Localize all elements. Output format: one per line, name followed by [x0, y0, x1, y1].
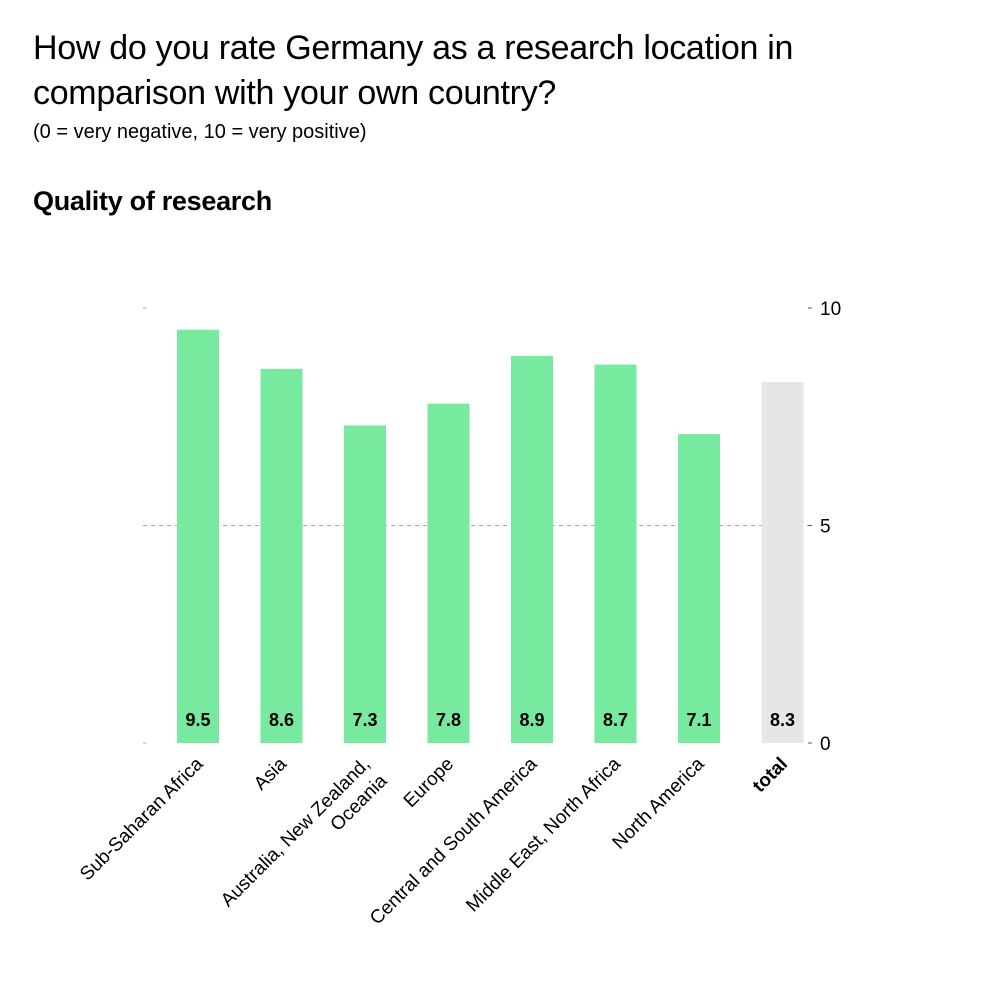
bar [177, 329, 219, 743]
category-label: Sub-Saharan Africa [76, 753, 208, 885]
category-label-line: Central and South America [366, 753, 542, 929]
category-label-line: Asia [250, 753, 291, 794]
bar [511, 355, 553, 743]
page-title: How do you rate Germany as a research lo… [33, 29, 794, 112]
category-label-line: Middle East, North Africa [462, 753, 625, 916]
bar-total [761, 381, 804, 743]
bar-value-label: 7.3 [352, 710, 377, 730]
bar-value-label: 9.5 [185, 710, 210, 730]
y-tick-label: 5 [820, 517, 831, 538]
category-label: Middle East, North Africa [462, 753, 625, 916]
category-label: Central and South America [366, 753, 542, 929]
category-label-line: total [749, 754, 792, 797]
y-tick-label: 0 [820, 734, 831, 755]
category-label: total [749, 754, 792, 797]
bar-value-label: 8.7 [603, 710, 628, 730]
page-subtitle: (0 = very negative, 10 = very positive) [33, 121, 367, 143]
bar-value-label: 8.9 [519, 710, 544, 730]
bar [427, 403, 470, 743]
category-label: Asia [250, 753, 291, 794]
category-label: Europe [400, 754, 458, 812]
category-label-line: Australia, New Zealand, [217, 754, 374, 911]
category-label: Australia, New Zealand,Oceania [217, 754, 392, 911]
chart-title: Quality of research [33, 186, 272, 216]
category-label-line: Sub-Saharan Africa [76, 753, 208, 885]
y-tick-label: 10 [820, 299, 841, 320]
bar [678, 434, 720, 743]
bar-value-label: 8.3 [770, 710, 795, 730]
bar [594, 364, 637, 743]
bar [260, 368, 303, 743]
bar-value-label: 7.1 [686, 710, 711, 730]
bar-value-label: 7.8 [436, 710, 461, 730]
bar-value-label: 8.6 [269, 710, 294, 730]
bar [344, 425, 386, 743]
category-label-line: Europe [400, 754, 458, 812]
